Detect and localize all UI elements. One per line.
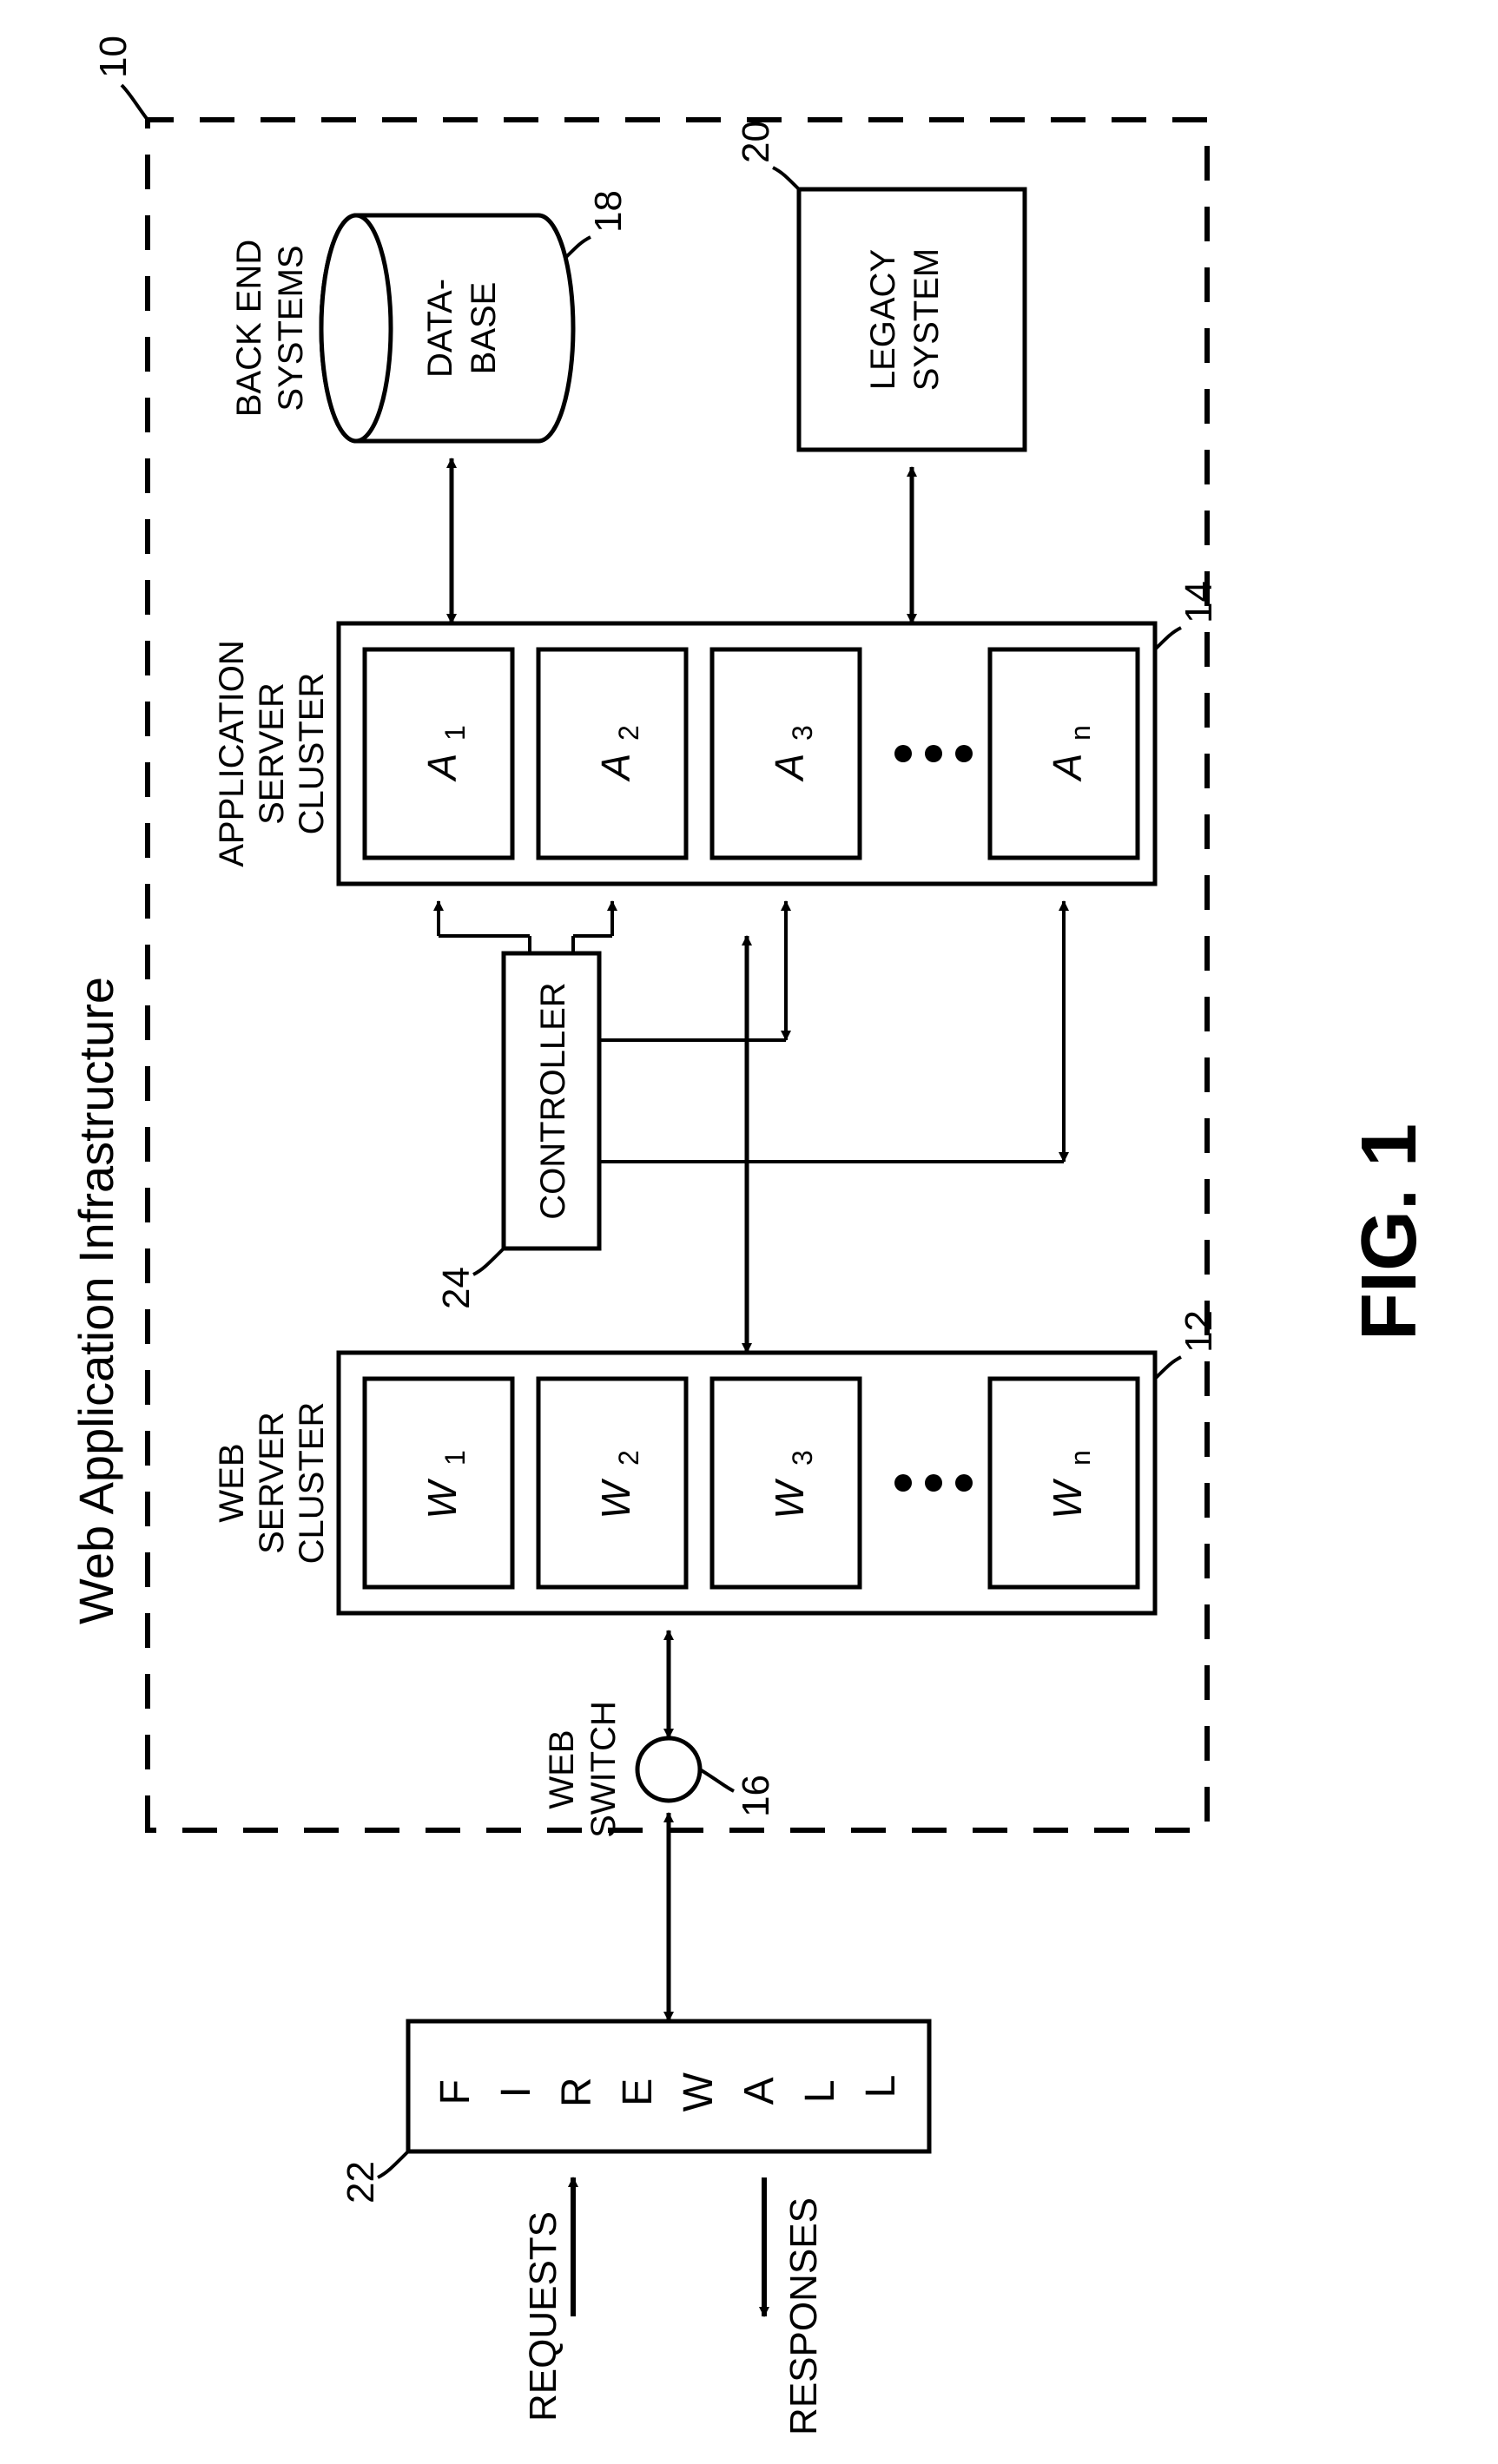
app-node-1-label: A: [419, 754, 465, 783]
ref-14-leader: [1155, 628, 1181, 649]
ref-16-leader: [700, 1769, 734, 1791]
webswitch-node: [637, 1738, 700, 1801]
page: FIG. 1 Web Application Infrastructure 10…: [0, 0, 1498, 2464]
diagram-svg: FIG. 1 Web Application Infrastructure 10…: [0, 0, 1498, 2464]
ref-20-leader: [773, 168, 799, 189]
web-cluster-title-3: CLUSTER: [293, 1402, 331, 1565]
ref-18: 18: [587, 190, 630, 233]
legacy-label-1: LEGACY: [864, 249, 902, 390]
backend-header-1: BACK END: [230, 240, 268, 418]
app-node-2-sub: 2: [613, 725, 644, 741]
ref-16: 16: [735, 1775, 777, 1817]
requests-label: REQUESTS: [522, 2211, 564, 2421]
app-dots-1: [894, 745, 912, 762]
ref-10-leader: [122, 85, 148, 120]
web-node-2-sub: 2: [613, 1450, 644, 1466]
app-cluster-title-2: SERVER: [253, 682, 291, 825]
controller-label: CONTROLLER: [534, 982, 572, 1219]
web-cluster-title-2: SERVER: [253, 1412, 291, 1554]
app-dots-3: [955, 745, 973, 762]
web-node-3-label: W: [767, 1478, 812, 1519]
responses-label: RESPONSES: [782, 2197, 825, 2435]
ref-10: 10: [92, 36, 135, 78]
web-node-n-sub: n: [1065, 1450, 1096, 1466]
web-dots-2: [925, 1474, 942, 1492]
web-node-1-sub: 1: [439, 1450, 471, 1466]
app-dots-2: [925, 745, 942, 762]
ref-24-leader: [473, 1248, 504, 1275]
web-node-2-label: W: [593, 1478, 638, 1519]
ref-24: 24: [435, 1267, 478, 1309]
webswitch-label-top: WEB: [543, 1729, 581, 1808]
web-node-3-sub: 3: [787, 1450, 818, 1466]
app-cluster-title-1: APPLICATION: [213, 640, 251, 867]
diagram-title: Web Application Infrastructure: [69, 977, 123, 1624]
webswitch-label-bot: SWITCH: [584, 1701, 623, 1838]
app-node-n-label: A: [1045, 754, 1090, 783]
ref-22-leader: [378, 2151, 408, 2177]
ref-18-leader: [564, 237, 591, 259]
ref-14: 14: [1178, 581, 1220, 623]
database-label-1: DATA-: [421, 279, 459, 378]
figure-caption: FIG. 1: [1346, 1123, 1433, 1341]
web-dots-3: [955, 1474, 973, 1492]
app-node-2-label: A: [593, 754, 638, 783]
database-label-2: BASE: [465, 282, 503, 375]
backend-header-2: SYSTEMS: [272, 245, 310, 411]
ref-22: 22: [340, 2161, 382, 2204]
diagram-container: FIG. 1 Web Application Infrastructure 10…: [0, 0, 1498, 2464]
app-cluster-title-3: CLUSTER: [293, 673, 331, 835]
ref-12: 12: [1178, 1310, 1220, 1353]
app-node-3-sub: 3: [787, 725, 818, 741]
firewall-box: [408, 2021, 929, 2151]
web-node-n-label: W: [1045, 1478, 1090, 1519]
app-node-3-label: A: [767, 754, 812, 783]
web-dots-1: [894, 1474, 912, 1492]
ref-12-leader: [1155, 1357, 1181, 1379]
web-cluster-title-1: WEB: [213, 1443, 251, 1522]
web-node-1-label: W: [419, 1478, 465, 1519]
app-node-1-sub: 1: [439, 725, 471, 741]
ref-20: 20: [735, 121, 777, 163]
legacy-label-2: SYSTEM: [907, 248, 946, 391]
app-node-n-sub: n: [1065, 725, 1096, 741]
